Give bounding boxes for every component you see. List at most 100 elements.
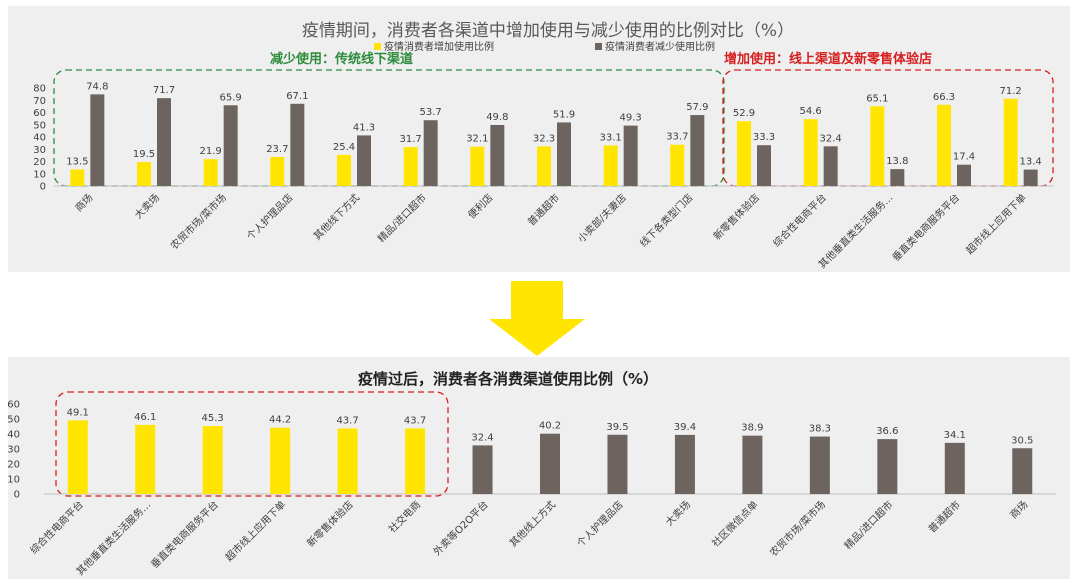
data-label-increase: 52.9: [733, 108, 755, 119]
x-tick-label: 超市线上应用下单: [222, 498, 288, 564]
data-label-decrease: 65.9: [220, 92, 242, 103]
x-tick-label: 社交电商: [386, 498, 423, 535]
x-tick-label: 个人护理品店: [574, 498, 626, 550]
data-label: 44.2: [269, 415, 291, 426]
bar-increase: [937, 104, 951, 186]
y-tick-label: 60: [7, 400, 20, 411]
data-label-decrease: 57.9: [686, 102, 708, 113]
data-label-decrease: 53.7: [420, 107, 442, 118]
bar: [202, 426, 223, 494]
x-tick-label: 普通超市: [525, 191, 562, 228]
data-label-decrease: 49.8: [486, 112, 508, 123]
data-label: 38.3: [809, 424, 831, 435]
bar: [944, 442, 965, 494]
data-label: 45.3: [202, 413, 224, 424]
x-tick-label: 精品/进口超市: [375, 191, 429, 245]
legend: 疫情消费者增加使用比例 疫情消费者减少使用比例: [374, 40, 715, 53]
bar-increase: [403, 147, 418, 186]
x-tick-label: 农贸市场/菜市场: [767, 498, 828, 559]
x-tick-label: 大卖场: [132, 191, 162, 221]
data-label: 40.2: [539, 421, 561, 432]
group-box-decrease: [53, 69, 725, 187]
x-tick-label: 其他线上方式: [507, 498, 559, 550]
chart-panel-after-epidemic: 疫情过后，消费者各消费渠道使用比例（%） 0 10 20 30 40 50 60 综合性电商平…: [7, 357, 1070, 579]
bar: [607, 434, 628, 494]
bar: [877, 439, 898, 494]
y-tick-label: 10: [7, 475, 20, 486]
data-label-increase: 25.4: [333, 142, 355, 153]
data-label-decrease: 51.9: [553, 109, 575, 120]
x-tick-label: 综合性电商平台: [770, 191, 829, 250]
highlight-group-box: [55, 391, 449, 497]
data-label-increase: 71.2: [1000, 86, 1022, 97]
data-label: 34.1: [944, 430, 966, 441]
bar-decrease: [823, 146, 838, 186]
bar-decrease: [223, 105, 238, 186]
x-tick-label: 商场: [1007, 498, 1030, 521]
x-tick-label: 普通超市: [925, 498, 962, 535]
data-label-increase: 19.5: [133, 149, 155, 160]
bar-increase: [1003, 98, 1018, 186]
x-tick-label: 小卖部/夫妻店: [575, 191, 629, 245]
bar-decrease: [290, 103, 305, 186]
chart-after-epidemic: 疫情过后，消费者各消费渠道使用比例（%） 0 10 20 30 40 50 60 综合性电商平…: [7, 370, 1056, 578]
x-tick-label: 其他线下方式: [311, 191, 363, 243]
chart-title: 疫情过后，消费者各消费渠道使用比例（%）: [358, 370, 658, 388]
bar-decrease: [757, 145, 771, 186]
x-tick-label: 垂直类电商服务平台: [889, 191, 962, 264]
data-label: 43.7: [404, 415, 426, 426]
y-tick-label: 50: [33, 120, 46, 131]
bar-increase: [270, 156, 285, 186]
bar: [540, 433, 560, 494]
data-label-decrease: 13.4: [1020, 157, 1042, 168]
data-label: 46.1: [134, 412, 156, 423]
data-label: 39.5: [606, 422, 628, 433]
chart-title: 疫情期间，消费者各渠道中增加使用与减少使用的比例对比（%）: [302, 20, 794, 41]
x-tick-label: 综合性电商平台: [27, 498, 86, 557]
x-tick-label: 线下各类型门店: [637, 191, 696, 250]
legend-swatch-decrease: [595, 43, 602, 50]
bar-decrease: [623, 125, 638, 186]
bar-increase: [803, 119, 818, 186]
bar: [674, 434, 695, 494]
data-label: 49.1: [67, 407, 89, 418]
bar-decrease: [557, 122, 571, 186]
y-tick-label: 40: [7, 430, 20, 441]
data-label-increase: 66.3: [933, 92, 955, 103]
chart-panel-during-epidemic: 疫情期间，消费者各渠道中增加使用与减少使用的比例对比（%） 疫情消费者增加使用比…: [8, 6, 1070, 272]
data-label-increase: 33.7: [666, 132, 688, 143]
bar-increase: [870, 106, 885, 186]
bar-decrease: [890, 169, 905, 186]
bar-decrease: [690, 115, 705, 186]
data-label-increase: 23.7: [266, 144, 288, 155]
data-label-decrease: 13.8: [886, 156, 908, 167]
data-label-increase: 54.6: [800, 106, 822, 117]
down-arrow-icon: [489, 281, 585, 356]
bar: [1012, 448, 1033, 494]
x-tick-label: 其他垂直类生活服务…: [816, 191, 896, 271]
y-tick-label: 70: [33, 96, 46, 107]
data-label-increase: 21.9: [200, 146, 222, 157]
x-tick-label: 个人护理品店: [244, 191, 296, 243]
bar: [405, 428, 426, 494]
x-tick-label: 社区微信点单: [709, 498, 761, 550]
bar: [742, 435, 763, 494]
bar: [135, 424, 156, 494]
x-tick-label: 大卖场: [663, 498, 693, 528]
y-tick-label: 0: [40, 182, 46, 193]
y-tick-label: 40: [33, 133, 46, 144]
bar-increase: [203, 159, 218, 186]
data-label: 36.6: [876, 426, 898, 437]
legend-label-decrease: 疫情消费者减少使用比例: [605, 40, 715, 53]
y-tick-label: 30: [33, 145, 46, 156]
x-tick-label: 精品/进口超市: [841, 498, 895, 552]
legend-swatch-increase: [374, 43, 381, 50]
data-label-increase: 32.1: [466, 134, 488, 145]
group-box-increase: [722, 69, 1054, 187]
x-tick-label: 农贸市场/菜市场: [168, 191, 229, 252]
data-label: 39.4: [674, 422, 696, 433]
bar-increase: [70, 169, 85, 186]
y-tick-label: 0: [14, 490, 20, 501]
x-tick-label: 商场: [72, 191, 95, 214]
bar-increase: [603, 145, 618, 186]
